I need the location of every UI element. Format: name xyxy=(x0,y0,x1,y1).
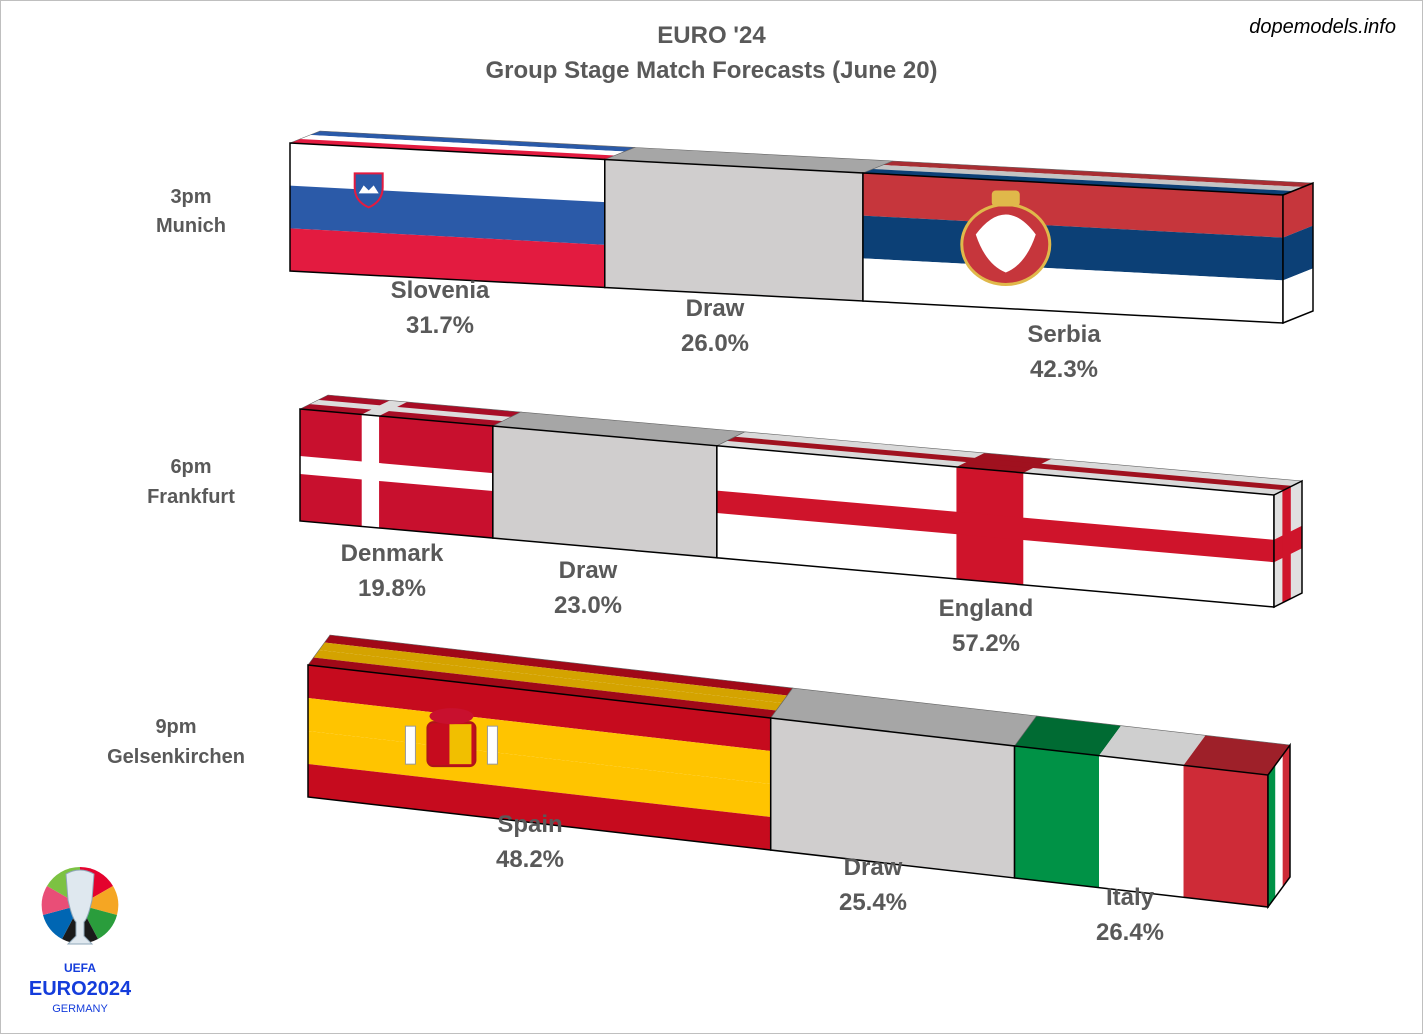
match-2-away-top-face xyxy=(715,431,1304,496)
match-3-away-front-face xyxy=(1013,745,1269,908)
match-2-away-segment xyxy=(715,431,1304,609)
match-1-end-face xyxy=(1282,181,1314,325)
match-3-home-segment xyxy=(307,634,794,851)
logo-line1: UEFA xyxy=(64,961,96,975)
match-2-time: 6pm xyxy=(170,456,212,478)
match-2-away-front-face xyxy=(716,444,1275,608)
match-3-venue: Gelsenkirchen xyxy=(107,746,245,768)
match-1-home-top-face xyxy=(289,130,635,160)
match-1-home-team: Slovenia xyxy=(390,277,490,304)
match-1-away-segment xyxy=(862,160,1314,325)
match-1-home-pct: 31.7% xyxy=(405,312,475,339)
match-2-bar xyxy=(298,394,1304,609)
match-1-home-front-face xyxy=(289,142,606,289)
match-1-home-segment xyxy=(289,130,635,289)
match-3-time: 9pm xyxy=(155,716,197,738)
match-2-venue: Frankfurt xyxy=(147,486,235,508)
match-3-bar xyxy=(307,634,1291,910)
match-2-draw-pct: 23.0% xyxy=(553,592,623,619)
match-2-end-face xyxy=(1273,479,1303,609)
match-2-away-pct: 57.2% xyxy=(951,630,1021,657)
logo-line2: EURO2024 xyxy=(29,978,132,1000)
match-3-home-top-face xyxy=(307,634,794,719)
match-2-draw-label: Draw xyxy=(558,557,618,584)
chart-subtitle: Group Stage Match Forecasts (June 20) xyxy=(485,57,938,84)
match-1-bar xyxy=(289,130,1314,325)
match-3-draw-segment xyxy=(769,687,1038,879)
match-1-draw-front-face xyxy=(604,158,864,302)
match-1-time: 3pm xyxy=(170,186,212,208)
match-3-away-pct: 26.4% xyxy=(1095,919,1165,946)
match-2-home-team: Denmark xyxy=(340,540,444,567)
match-3-home-front-face xyxy=(307,664,772,851)
match-1-venue: Munich xyxy=(156,215,226,237)
euro2024-logo: UEFA EURO2024 GERMANY xyxy=(29,866,132,1015)
match-3-home-pct: 48.2% xyxy=(495,846,565,873)
match-3-away-segment xyxy=(1013,715,1291,910)
match-3-draw-pct: 25.4% xyxy=(838,889,908,916)
match-3-away-team: Italy xyxy=(1105,884,1155,911)
match-1-away-pct: 42.3% xyxy=(1029,356,1099,383)
match-2-draw-front-face xyxy=(492,425,718,559)
match-1-away-front-face xyxy=(862,172,1284,324)
match-2-draw-segment xyxy=(491,411,746,559)
chart-title: EURO '24 xyxy=(657,22,766,49)
match-1-draw-pct: 26.0% xyxy=(680,330,750,357)
credit-label: dopemodels.info xyxy=(1249,16,1396,38)
match-2-away-team: England xyxy=(938,595,1034,622)
match-2-home-pct: 19.8% xyxy=(357,575,427,602)
trophy-icon xyxy=(41,866,119,945)
match-3-end-face xyxy=(1267,742,1291,910)
match-2-home-top-face xyxy=(298,394,522,427)
logo-line3: GERMANY xyxy=(52,1003,108,1015)
match-1-draw-segment xyxy=(604,147,894,302)
match-1-draw-label: Draw xyxy=(685,295,745,322)
match-2-home-front-face xyxy=(299,408,494,539)
match-1-away-team: Serbia xyxy=(1027,321,1101,348)
match-3-draw-label: Draw xyxy=(843,854,903,881)
match-3-home-team: Spain xyxy=(497,811,563,838)
match-2-home-segment xyxy=(298,394,522,539)
match-3-away-top-face xyxy=(1014,715,1291,776)
match-1-away-top-face xyxy=(862,160,1314,196)
